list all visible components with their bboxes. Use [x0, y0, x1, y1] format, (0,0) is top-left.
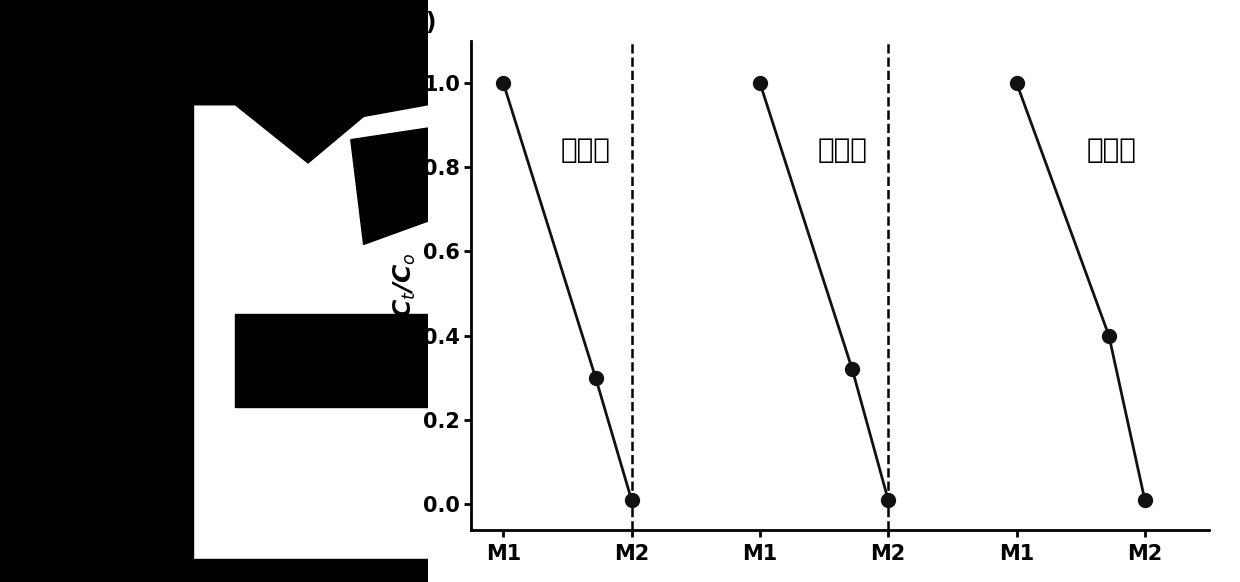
Bar [201, 128, 253, 233]
Y-axis label: C$_t$/C$_o$: C$_t$/C$_o$ [392, 252, 418, 318]
Text: 第三次: 第三次 [1087, 136, 1137, 164]
Bar [236, 314, 428, 407]
Bar [0, 0, 192, 582]
Polygon shape [0, 0, 428, 163]
Bar [162, 512, 428, 547]
Bar [236, 244, 428, 320]
Text: 第一次: 第一次 [560, 136, 611, 164]
Bar [128, 425, 428, 501]
Bar [0, 559, 428, 582]
Text: 第二次: 第二次 [817, 136, 868, 164]
Polygon shape [351, 128, 428, 244]
Text: (B): (B) [397, 12, 436, 36]
Text: (A): (A) [267, 23, 306, 47]
